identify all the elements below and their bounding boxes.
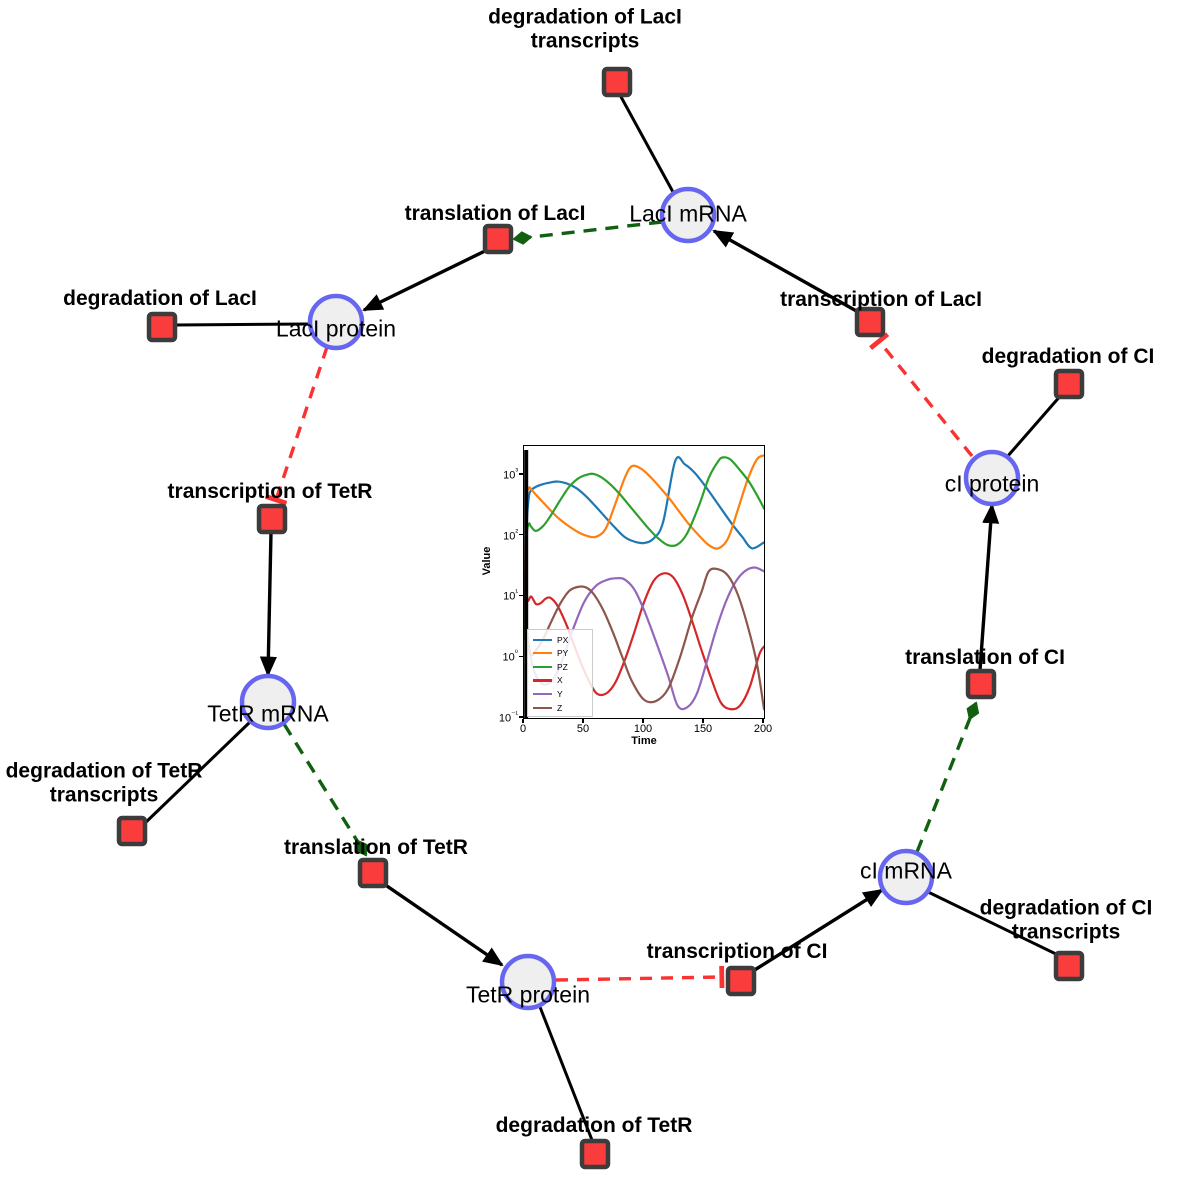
plot-xtick-mark [642, 719, 644, 723]
plot-ytick-mark [519, 655, 523, 657]
plot-xtick-label: 50 [576, 723, 590, 735]
species-node-tetr-protein[interactable] [499, 953, 557, 1011]
plot-xtick-mark [582, 719, 584, 723]
edge-translationci-to-ciprotein [978, 502, 1000, 671]
edge-translationlaci-to-laciprotein [362, 248, 488, 312]
plot-xtick-label: 150 [693, 723, 713, 735]
edge-tetrmrna-catalyses-translationtetr [282, 723, 368, 857]
reaction-node-transcription-tetr[interactable] [256, 503, 288, 535]
edges-catalysis [282, 220, 980, 857]
plot-legend-swatch-PY [533, 652, 552, 655]
plot-series-PX [524, 456, 764, 630]
species-node-laci-protein[interactable] [307, 293, 365, 351]
plot-ytick-label: 10¹ [503, 588, 518, 603]
plot-xtick-mark [762, 719, 764, 723]
plot-curves [524, 450, 764, 718]
edge-laciprotein-inhibits-transcriptiontetr [264, 346, 329, 506]
plot-series-X [524, 571, 764, 711]
plot-xtick-mark [522, 719, 524, 723]
plot-ytick-mark [519, 594, 523, 597]
plot-xtick-label: 200 [753, 723, 773, 735]
plot-ytick-mark [519, 716, 523, 718]
plot-legend-label-PX: PX [557, 634, 569, 645]
edge-transcriptionci-to-cimrna [752, 888, 884, 973]
edges-inhibition [264, 332, 974, 989]
inset-timecourse-plot: Value Time 10⁻¹ 10⁰ 10¹ 10² 10³ 0 50 100 150 200… [471, 437, 779, 747]
reaction-node-translation-tetr[interactable] [357, 857, 389, 889]
plot-ytick-label: 10⁰ [502, 648, 518, 664]
plot-y-axis-label: Value [481, 546, 493, 576]
edge-tetrprotein-inhibits-transcriptionci [555, 965, 725, 989]
edge-transcriptiontetr-to-tetrmrna [259, 531, 277, 678]
plot-ytick-label: 10⁻¹ [498, 709, 518, 725]
plot-legend-item: Z [531, 701, 589, 715]
plot-legend-item: PX [531, 633, 589, 647]
reaction-node-deg-laci[interactable] [146, 311, 178, 343]
edge-tetrprotein-to-degtetr [538, 1006, 594, 1141]
plot-ytick-mark [519, 473, 523, 475]
reaction-node-deg-tetr-transcripts[interactable] [116, 815, 148, 847]
reaction-node-deg-tetr[interactable] [579, 1138, 611, 1170]
plot-legend-label-Z: Z [557, 702, 563, 713]
species-node-laci-mrna[interactable] [659, 186, 717, 244]
reaction-node-translation-laci[interactable] [482, 223, 514, 255]
plot-xtick-label: 0 [519, 723, 527, 735]
edge-lacimrna-catalyses-translationlaci [512, 220, 663, 245]
plot-legend-swatch-PX [533, 638, 552, 641]
reaction-node-shapes [116, 66, 1085, 1170]
plot-ytick-mark [519, 534, 523, 536]
plot-ytick-label: 10³ [503, 466, 518, 482]
plot-legend: PX PY PZ X Y Z [527, 629, 593, 717]
plot-legend-swatch-Z [533, 706, 552, 709]
plot-ytick-label: 10² [503, 527, 518, 543]
species-node-tetr-mrna[interactable] [239, 673, 297, 731]
plot-legend-item: X [531, 674, 589, 688]
species-node-shapes [239, 186, 1021, 1011]
edge-cimrna-to-degcitranscripts [925, 889, 1059, 957]
edge-ciprotein-to-degci [1005, 393, 1064, 458]
reaction-node-transcription-ci[interactable] [725, 965, 757, 997]
plot-legend-label-PY: PY [557, 648, 569, 659]
plot-xtick-mark [702, 719, 704, 723]
edges-substrate [142, 94, 1064, 1141]
edge-lacimrna-to-deglacitranscripts [618, 94, 675, 193]
edge-tetrmrna-to-degtetrtranscripts [142, 720, 252, 826]
plot-legend-item: Y [531, 687, 589, 701]
reaction-node-translation-ci[interactable] [965, 668, 997, 700]
plot-legend-swatch-Y [533, 693, 552, 696]
plot-series-PZ [524, 456, 764, 641]
plot-legend-item: PY [531, 647, 589, 661]
edge-laciprotein-to-deglaci [174, 322, 309, 327]
plot-legend-label-PZ: PZ [557, 661, 568, 672]
reaction-node-deg-ci[interactable] [1053, 368, 1085, 400]
species-node-ci-protein[interactable] [963, 449, 1021, 507]
reaction-node-deg-laci-transcripts[interactable] [601, 66, 633, 98]
edge-ciprotein-inhibits-transcriptionlaci [869, 332, 974, 458]
edge-cimrna-catalyses-translationci [915, 701, 980, 853]
edge-translationtetr-to-tetrprotein [383, 882, 504, 967]
plot-legend-label-X: X [557, 675, 563, 686]
edge-transcriptionlaci-to-lacimrna [712, 229, 861, 315]
plot-xtick-label: 100 [633, 723, 653, 735]
reaction-node-transcription-laci[interactable] [854, 306, 886, 338]
plot-legend-swatch-X [533, 679, 552, 682]
plot-legend-swatch-PZ [533, 665, 552, 669]
plot-x-axis-label: Time [631, 735, 657, 747]
reaction-node-deg-ci-transcripts[interactable] [1053, 950, 1085, 982]
plot-legend-item: PZ [531, 660, 589, 674]
species-node-ci-mrna[interactable] [877, 848, 935, 906]
plot-series-PY [524, 454, 764, 630]
plot-legend-label-Y: Y [557, 688, 563, 699]
